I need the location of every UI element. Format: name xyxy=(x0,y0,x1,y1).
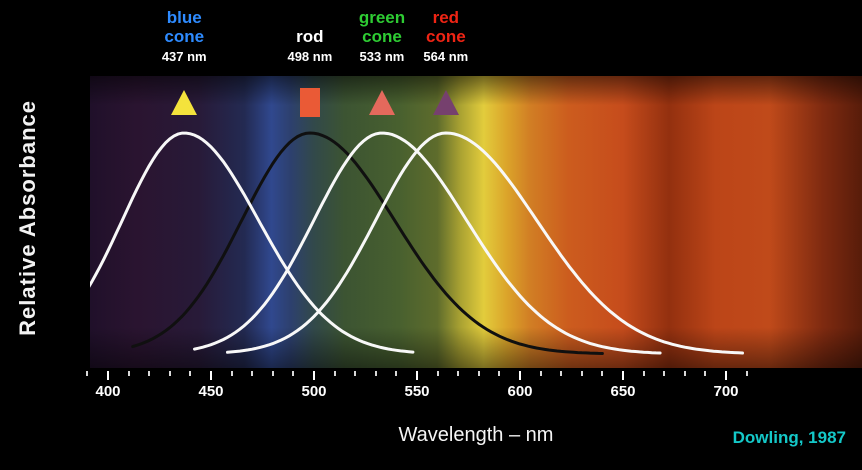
absorbance-curve-blue-cone xyxy=(90,131,415,354)
x-axis-tick-label: 450 xyxy=(198,383,224,400)
peak-label-rod: rod 498 nm xyxy=(287,4,332,64)
green-cone-name-label: green cone xyxy=(358,8,406,46)
credit: Dowling, 1987 xyxy=(732,428,846,447)
plot-area xyxy=(90,76,862,368)
peak-label-red-cone: red cone 564 nm xyxy=(423,4,468,64)
x-axis-minor-tick xyxy=(704,371,707,376)
red-cone-peak-wavelength: 564 nm xyxy=(423,49,469,64)
x-axis-major-tick xyxy=(519,371,521,380)
x-axis-minor-tick xyxy=(457,371,460,376)
x-axis-tick-label: 650 xyxy=(610,383,636,400)
blue-cone-peak-wavelength: 437 nm xyxy=(161,49,207,64)
x-axis-tick-label: 700 xyxy=(713,383,739,400)
x-axis-minor-tick xyxy=(436,371,439,376)
x-axis-minor-tick xyxy=(374,371,377,376)
absorbance-curve-rod xyxy=(131,131,604,355)
x-axis-minor-tick xyxy=(539,371,542,376)
peak-label-green-cone: green cone 533 nm xyxy=(359,4,405,64)
red-cone-peak-marker xyxy=(432,90,459,115)
rod-name-label: rod xyxy=(296,27,324,46)
x-axis-minor-tick xyxy=(498,371,501,376)
x-axis-minor-tick xyxy=(148,371,151,376)
blue-cone-name-label: blue cone xyxy=(164,8,205,46)
x-axis-minor-tick xyxy=(271,371,274,376)
x-axis-minor-tick xyxy=(560,371,563,376)
x-axis-major-tick xyxy=(622,371,624,380)
x-axis-minor-tick xyxy=(230,371,233,376)
x-axis-minor-tick xyxy=(86,371,89,376)
x-axis-minor-tick xyxy=(292,371,295,376)
x-axis-minor-tick xyxy=(354,371,357,376)
y-axis-label: Relative Absorbance xyxy=(15,100,40,336)
curves-svg xyxy=(90,131,744,355)
x-axis-minor-tick xyxy=(395,371,398,376)
x-axis-minor-tick xyxy=(127,371,130,376)
x-axis-minor-tick xyxy=(189,371,192,376)
red-cone-name-label: red cone xyxy=(425,8,466,46)
x-axis-major-tick xyxy=(313,371,315,380)
y-axis-label-wrap: Relative Absorbance xyxy=(6,60,50,376)
peak-labels: blue cone 437 nm rod 498 nm green cone 533 nm re… xyxy=(0,0,862,76)
x-axis-major-tick xyxy=(210,371,212,380)
x-axis-tick-label: 550 xyxy=(404,383,430,400)
x-axis-minor-tick xyxy=(477,371,480,376)
x-axis-title: Wavelength – nm xyxy=(398,424,554,446)
peak-label-blue-cone: blue cone 437 nm xyxy=(162,4,207,64)
blue-cone-peak-marker xyxy=(171,90,198,115)
x-axis-minor-tick xyxy=(745,371,748,376)
x-axis-major-tick xyxy=(725,371,727,380)
rod-peak-wavelength: 498 nm xyxy=(287,49,333,64)
x-axis-minor-tick xyxy=(251,371,254,376)
x-axis-tick-label: 600 xyxy=(507,383,533,400)
x-axis-minor-tick xyxy=(683,371,686,376)
x-axis-minor-tick xyxy=(333,371,336,376)
x-axis-tick-label: 400 xyxy=(95,383,121,400)
x-axis-major-tick xyxy=(107,371,109,380)
absorbance-curve-green-cone xyxy=(193,131,662,355)
green-cone-peak-wavelength: 533 nm xyxy=(359,49,405,64)
x-axis-minor-tick xyxy=(580,371,583,376)
absorbance-curve-red-cone xyxy=(226,131,744,355)
x-axis: 400 450 500 550 600 650 700 xyxy=(86,369,862,403)
x-axis-minor-tick xyxy=(663,371,666,376)
x-axis-minor-tick xyxy=(601,371,604,376)
x-axis-minor-tick xyxy=(168,371,171,376)
x-axis-major-tick xyxy=(416,371,418,380)
green-cone-peak-marker xyxy=(368,90,395,115)
rod-peak-marker xyxy=(299,88,320,117)
x-axis-tick-label: 500 xyxy=(301,383,327,400)
x-axis-minor-tick xyxy=(642,371,645,376)
